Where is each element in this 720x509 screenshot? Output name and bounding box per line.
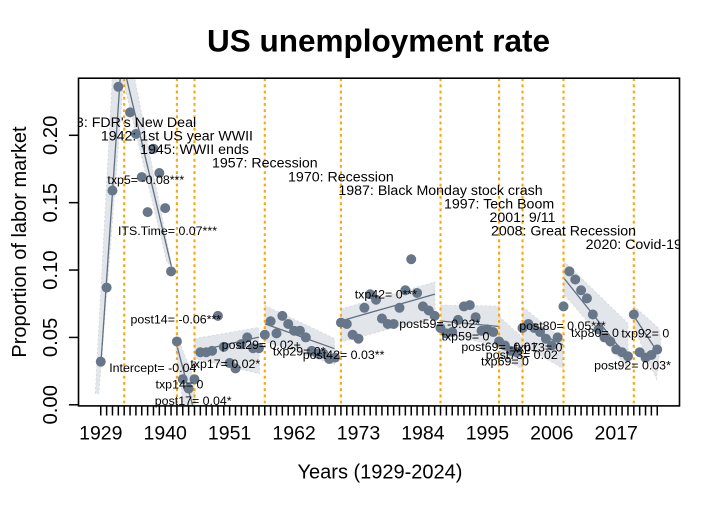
svg-text:0.00: 0.00	[40, 385, 62, 424]
svg-text:post42= 0.03**: post42= 0.03**	[303, 348, 385, 362]
svg-text:2017: 2017	[595, 422, 638, 444]
svg-text:1929: 1929	[79, 422, 122, 444]
svg-text:post92= 0.03*: post92= 0.03*	[594, 359, 671, 373]
svg-text:1970: Recession: 1970: Recession	[288, 169, 394, 185]
svg-text:0.10: 0.10	[40, 250, 62, 289]
svg-text:post17= 0.04*: post17= 0.04*	[155, 394, 232, 408]
svg-text:1951: 1951	[208, 422, 251, 444]
svg-text:txp42= 0***: txp42= 0***	[355, 288, 418, 302]
svg-text:2008: Great Recession: 2008: Great Recession	[491, 224, 636, 240]
svg-text:0.05: 0.05	[40, 318, 62, 357]
svg-text:txp69= 0: txp69= 0	[481, 354, 529, 368]
svg-text:txp17= 0.02*: txp17= 0.02*	[190, 357, 260, 371]
svg-text:1933: FDR's New Deal: 1933: FDR's New Deal	[52, 115, 196, 131]
svg-text:1942: 1st US year WWII: 1942: 1st US year WWII	[101, 129, 253, 145]
svg-text:ITS.Time= 0.07***: ITS.Time= 0.07***	[118, 224, 217, 238]
svg-text:txp73= 0: txp73= 0	[515, 341, 563, 355]
svg-text:1940: 1940	[144, 422, 188, 444]
svg-text:1973: 1973	[337, 422, 380, 444]
svg-text:2006: 2006	[530, 422, 573, 444]
svg-text:1962: 1962	[272, 422, 315, 444]
svg-text:txp14= 0: txp14= 0	[156, 377, 204, 391]
svg-text:1945: WWII ends: 1945: WWII ends	[140, 142, 249, 158]
svg-text:post69= -0.01: post69= -0.01	[461, 340, 537, 354]
svg-text:txp80= 0: txp80= 0	[571, 326, 619, 340]
svg-text:Years (1929-2024): Years (1929-2024)	[298, 462, 463, 484]
svg-text:txp5= -0.08***: txp5= -0.08***	[107, 173, 184, 187]
svg-text:txp29= 0*: txp29= 0*	[273, 345, 326, 359]
svg-text:1984: 1984	[401, 422, 445, 444]
svg-text:txp59= 0: txp59= 0	[442, 330, 490, 344]
svg-text:txp92= 0: txp92= 0	[621, 326, 669, 340]
svg-text:1997: Tech Boom: 1997: Tech Boom	[444, 196, 554, 212]
svg-text:1957: Recession: 1957: Recession	[212, 156, 318, 172]
svg-text:0.15: 0.15	[40, 183, 62, 222]
svg-text:2001: 9/11: 2001: 9/11	[489, 210, 555, 226]
svg-text:2020: Covid-19: 2020: Covid-19	[586, 237, 682, 253]
svg-text:Intercept= -0.04: Intercept= -0.04	[109, 361, 196, 375]
svg-text:post80= 0.05***: post80= 0.05***	[519, 319, 606, 333]
svg-text:post29= 0.02+: post29= 0.02+	[222, 338, 301, 352]
svg-text:US unemployment rate: US unemployment rate	[207, 23, 550, 59]
svg-text:post14= -0.06***: post14= -0.06***	[131, 312, 222, 326]
svg-text:Proportion of labor market: Proportion of labor market	[9, 126, 31, 358]
svg-text:1995: 1995	[466, 422, 510, 444]
svg-text:post73= 0.02: post73= 0.02	[486, 348, 558, 362]
svg-text:0.20: 0.20	[40, 116, 62, 155]
svg-text:post59= -0.02*: post59= -0.02*	[399, 317, 480, 331]
svg-text:1987: Black Monday stock crash: 1987: Black Monday stock crash	[338, 183, 542, 199]
